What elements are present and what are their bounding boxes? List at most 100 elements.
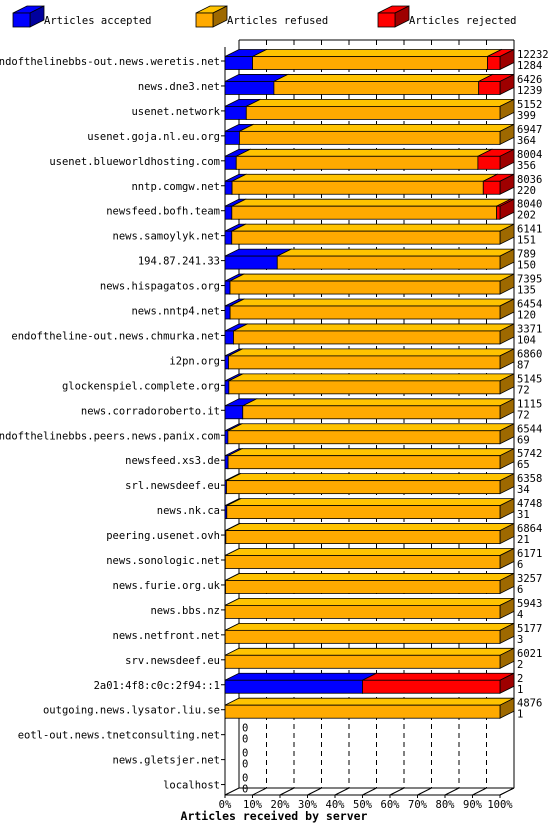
y-tick-label: newsfeed.xs3.de bbox=[125, 455, 220, 467]
accepted-value-label: 104 bbox=[517, 334, 536, 346]
accepted-value-label: 2 bbox=[517, 659, 523, 671]
x-tick-label: 60% bbox=[381, 799, 401, 811]
x-tick bbox=[444, 787, 460, 796]
y-tick-label: news.netfront.net bbox=[113, 630, 220, 642]
y-tick-label: news.corradoroberto.it bbox=[81, 405, 220, 417]
y-tick-label: newsfeed.bofh.team bbox=[106, 206, 220, 218]
total-value-label: 1115 bbox=[517, 398, 542, 410]
legend-item: Articles rejected bbox=[377, 5, 516, 28]
bar-segment-refused bbox=[227, 448, 515, 470]
total-value-label: 5742 bbox=[517, 448, 542, 460]
bar-segment-refused bbox=[225, 522, 515, 545]
x-tick bbox=[334, 787, 350, 796]
x-tick bbox=[417, 787, 432, 796]
y-tick-label: news.hispagatos.org bbox=[100, 281, 220, 293]
accepted-value-label: 1 bbox=[517, 709, 523, 721]
bar-segment-refused bbox=[224, 622, 515, 644]
x-tick bbox=[307, 787, 322, 796]
y-tick-label: localhost bbox=[163, 780, 220, 792]
y-tick-label: nntp.comgw.net bbox=[131, 181, 220, 193]
bar-segment-refused bbox=[231, 223, 515, 245]
table-row: endofthelinebbs.peers.news.panix.com 6544… bbox=[0, 423, 542, 446]
bar-segment-refused bbox=[229, 273, 515, 295]
bar-segment-rejected bbox=[487, 48, 515, 71]
total-value-label: 5145 bbox=[517, 373, 542, 385]
legend-swatch bbox=[12, 5, 45, 28]
bar-segment-refused bbox=[273, 73, 494, 96]
accepted-value-label: 6 bbox=[517, 584, 523, 596]
bar-segment-refused bbox=[239, 123, 515, 145]
bar-segment-rejected bbox=[482, 173, 515, 195]
y-tick-label: usenet.goja.nl.eu.org bbox=[87, 131, 220, 143]
x-tick bbox=[472, 787, 487, 796]
bar-segment-refused bbox=[224, 597, 515, 620]
accepted-value-label: 34 bbox=[517, 484, 530, 496]
total-value-label: 4748 bbox=[517, 498, 542, 510]
total-value-label: 6860 bbox=[517, 348, 542, 360]
total-value-label: 6141 bbox=[517, 224, 542, 236]
x-tick-label: 40% bbox=[326, 799, 346, 811]
bar-segment-refused bbox=[224, 547, 515, 570]
y-tick-label: endofthelinebbs-out.news.weretis.net bbox=[0, 56, 220, 68]
x-tick bbox=[389, 787, 405, 796]
legend-label: Articles rejected bbox=[409, 15, 516, 27]
chart-rows: endofthelinebbs-out.news.weretis.net 1223… bbox=[0, 48, 549, 796]
bar-segment-refused bbox=[228, 373, 515, 395]
accepted-value-label: 150 bbox=[517, 260, 536, 272]
total-value-label: 5943 bbox=[517, 598, 542, 610]
accepted-value-label: 6 bbox=[517, 559, 523, 571]
x-tick bbox=[279, 787, 295, 796]
accepted-value-label: 31 bbox=[517, 509, 530, 521]
total-value-label: 12232 bbox=[517, 49, 549, 61]
x-tick-label: 30% bbox=[298, 799, 318, 811]
total-value-label: 6544 bbox=[517, 423, 542, 435]
x-tick-label: 90% bbox=[463, 799, 483, 811]
bar-segment-refused bbox=[242, 398, 515, 420]
x-axis-ticks: 0% 10% 20% 30% 40% 50% 60% 70% 80% 90% 100% bbox=[219, 787, 515, 811]
y-tick-label: eotl-out.news.tnetconsulting.net bbox=[18, 730, 220, 742]
y-tick-label: endoftheline-out.news.chmurka.net bbox=[11, 330, 220, 342]
accepted-value-label: 1 bbox=[517, 684, 523, 696]
accepted-value-label: 151 bbox=[517, 235, 536, 247]
y-tick-label: news.furie.org.uk bbox=[113, 580, 221, 592]
total-value-label: 6947 bbox=[517, 124, 542, 136]
y-tick-label: i2pn.org bbox=[169, 355, 220, 367]
total-value-label: 6358 bbox=[517, 473, 542, 485]
y-tick-label: news.sonologic.net bbox=[106, 555, 220, 567]
y-tick-label: endofthelinebbs.peers.news.panix.com bbox=[0, 430, 220, 442]
y-tick-label: news.nntp4.net bbox=[131, 306, 220, 318]
table-row: endofthelinebbs-out.news.weretis.net 1223… bbox=[0, 48, 549, 72]
y-tick-label: peering.usenet.ovh bbox=[106, 530, 220, 542]
bar-segment-refused bbox=[226, 497, 515, 520]
total-value-label: 6864 bbox=[517, 523, 542, 535]
accepted-value-label: 135 bbox=[517, 285, 536, 297]
bar-segment-refused bbox=[233, 323, 515, 345]
accepted-value-label: 1284 bbox=[517, 60, 542, 72]
y-tick-label: news.samoylyk.net bbox=[113, 231, 220, 243]
total-value-label: 0 bbox=[242, 723, 248, 735]
bar-segment-refused bbox=[224, 647, 515, 669]
legend-swatch bbox=[377, 5, 410, 28]
table-row: 2a01:4f8:c0c:2f94::1 21 bbox=[94, 672, 523, 696]
accepted-value-label: 356 bbox=[517, 160, 536, 172]
bar-segment-rejected bbox=[477, 148, 515, 170]
accepted-value-label: 72 bbox=[517, 409, 530, 421]
y-tick-label: 2a01:4f8:c0c:2f94::1 bbox=[94, 680, 220, 692]
y-tick-label: news.dne3.net bbox=[138, 81, 220, 93]
total-value-label: 0 bbox=[242, 748, 248, 760]
